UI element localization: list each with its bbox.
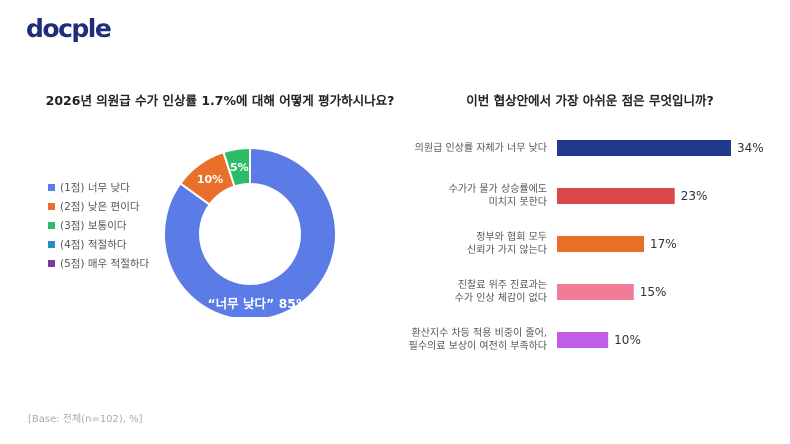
bar-value-label: 34% [737, 141, 764, 155]
bar [557, 332, 609, 348]
base-note: [Base: 전체(n=102), %] [28, 414, 143, 425]
legend-label: (5점) 매우 적절하다 [60, 258, 150, 270]
donut-data-label: 5% [230, 161, 249, 174]
pie-legend: (1점) 너무 낮다 (2점) 낮은 편이다 (3점) 보통이다 (4점) 적절하다 (… [48, 178, 149, 273]
bar-category-line: 수가 인상 체감이 없다 [454, 293, 547, 304]
bar-value-label: 23% [681, 189, 708, 203]
bar-category-line: 환산지수 차등 적용 비중이 줄어, [411, 328, 548, 339]
donut-data-label: “너무 낮다” 85% [207, 296, 309, 311]
donut-slice [222, 146, 251, 188]
bar-value-label: 17% [650, 237, 677, 251]
bar-category-label: 환산지수 차등 적용 비중이 줄어, 필수의료 보상이 여전히 부족하다 [347, 327, 547, 353]
bar-category-line: 미치지 못한다 [488, 197, 547, 208]
bar-category-line: 정부와 협회 모두 [476, 232, 547, 243]
bar-category-line: 수가가 물가 상승률에도 [448, 184, 547, 195]
bar-category-label: 의원급 인상률 자체가 너무 낮다 [347, 142, 547, 155]
bar-value-label: 10% [614, 333, 641, 347]
bar [557, 284, 634, 300]
donut-chart: “너무 낮다” 85% 10% 5% [163, 146, 337, 317]
legend-label: (3점) 보통이다 [60, 220, 127, 232]
legend-item: (3점) 보통이다 [48, 216, 149, 235]
legend-item: (4점) 적절하다 [48, 235, 149, 254]
bar [557, 236, 644, 252]
docple-logo: docple [26, 14, 112, 43]
pie-chart-title: 2026년 의원급 수가 인상률 1.7%에 대해 어떻게 평가하시나요? [45, 93, 395, 108]
donut-slice [163, 146, 337, 317]
legend-swatch [48, 184, 55, 191]
legend-swatch [48, 241, 55, 248]
bar-category-line: 의원급 인상률 자체가 너무 낮다 [414, 142, 547, 154]
bar-category-line: 신뢰가 가지 않는다 [467, 245, 547, 256]
legend-label: (4점) 적절하다 [60, 239, 127, 251]
bar-value-label: 15% [640, 285, 667, 299]
bar [557, 140, 731, 156]
legend-label: (2점) 낮은 편이다 [60, 201, 140, 213]
legend-swatch [48, 203, 55, 210]
bar-category-line: 진찰료 위주 진료과는 [457, 280, 547, 291]
bar-chart-title: 이번 협상안에서 가장 아쉬운 점은 무엇입니까? [466, 93, 714, 108]
legend-swatch [48, 260, 55, 267]
legend-item: (1점) 너무 낮다 [48, 178, 149, 197]
bar [557, 188, 675, 204]
bar-category-line: 필수의료 보상이 여전히 부족하다 [408, 341, 547, 352]
legend-item: (5점) 매우 적절하다 [48, 254, 149, 273]
donut-data-label: 10% [197, 173, 223, 186]
legend-item: (2점) 낮은 편이다 [48, 197, 149, 216]
legend-swatch [48, 222, 55, 229]
legend-label: (1점) 너무 낮다 [60, 182, 130, 194]
